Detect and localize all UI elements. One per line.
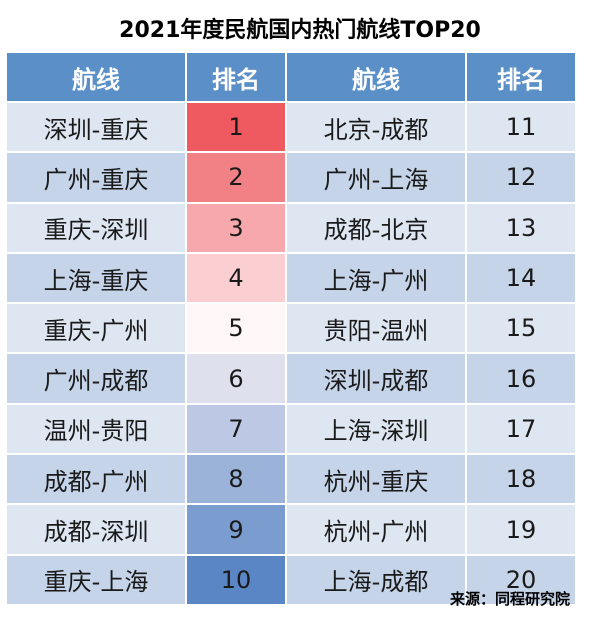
rank-cell: 9	[185, 503, 287, 556]
rank-cell: 14	[465, 251, 577, 305]
route-cell: 成都-北京	[285, 201, 467, 254]
route-cell: 重庆-深圳	[5, 201, 187, 254]
rank-cell: 4	[185, 251, 287, 305]
rank-cell: 1	[185, 100, 287, 154]
source-note: 来源：同程研究院	[449, 590, 570, 608]
header-route-right: 航线	[285, 51, 467, 103]
rank-cell: 19	[465, 503, 577, 556]
table-row: 温州-贵阳 7 上海-深圳 17	[5, 402, 577, 456]
rank-cell: 10	[185, 553, 287, 606]
table-row: 成都-广州 8 杭州-重庆 18	[5, 453, 577, 506]
route-cell: 深圳-重庆	[5, 100, 187, 154]
route-cell: 深圳-成都	[285, 352, 467, 405]
route-cell: 北京-成都	[285, 100, 467, 154]
rank-cell: 6	[185, 352, 287, 405]
route-cell: 上海-成都	[285, 553, 467, 606]
rank-cell: 17	[465, 402, 577, 456]
table-row: 深圳-重庆 1 北京-成都 11	[5, 100, 577, 154]
rank-cell: 11	[465, 100, 577, 154]
rank-cell: 3	[185, 201, 287, 254]
rank-cell: 16	[465, 352, 577, 405]
route-cell: 杭州-广州	[285, 503, 467, 556]
routes-table: 航线 排名 航线 排名 深圳-重庆 1 北京-成都 11 广州-重庆 2 广州-上海 12 重庆…	[5, 51, 577, 606]
route-cell: 重庆-上海	[5, 553, 187, 606]
table-row: 上海-重庆 4 上海-广州 14	[5, 251, 577, 305]
route-cell: 广州-成都	[5, 352, 187, 405]
route-cell: 杭州-重庆	[285, 453, 467, 506]
table-body: 深圳-重庆 1 北京-成都 11 广州-重庆 2 广州-上海 12 重庆-深圳 3 成都-北京 13 上…	[5, 100, 577, 606]
header-rank-right: 排名	[465, 51, 577, 103]
route-cell: 上海-广州	[285, 251, 467, 305]
route-cell: 成都-广州	[5, 453, 187, 506]
rank-cell: 15	[465, 302, 577, 355]
header-rank-left: 排名	[185, 51, 287, 103]
route-cell: 广州-上海	[285, 151, 467, 204]
rank-cell: 20	[465, 553, 577, 606]
rank-cell: 8	[185, 453, 287, 506]
table-row: 成都-深圳 9 杭州-广州 19	[5, 503, 577, 556]
chart-title: 2021年度民航国内热门航线TOP20	[119, 18, 481, 43]
table-row: 重庆-深圳 3 成都-北京 13	[5, 201, 577, 254]
route-cell: 重庆-广州	[5, 302, 187, 355]
route-cell: 温州-贵阳	[5, 402, 187, 456]
route-cell: 广州-重庆	[5, 151, 187, 204]
table-row: 重庆-上海 10 上海-成都 20	[5, 553, 577, 606]
rank-cell: 13	[465, 201, 577, 254]
table-row: 重庆-广州 5 贵阳-温州 15	[5, 302, 577, 355]
rank-cell: 5	[185, 302, 287, 355]
rank-cell: 18	[465, 453, 577, 506]
rank-cell: 12	[465, 151, 577, 204]
table-row: 广州-重庆 2 广州-上海 12	[5, 151, 577, 204]
header-row: 航线 排名 航线 排名	[5, 51, 577, 103]
route-cell: 成都-深圳	[5, 503, 187, 556]
table-row: 广州-成都 6 深圳-成都 16	[5, 352, 577, 405]
route-cell: 贵阳-温州	[285, 302, 467, 355]
header-route-left: 航线	[5, 51, 187, 103]
rank-cell: 2	[185, 151, 287, 204]
route-cell: 上海-重庆	[5, 251, 187, 305]
rank-cell: 7	[185, 402, 287, 456]
route-cell: 上海-深圳	[285, 402, 467, 456]
